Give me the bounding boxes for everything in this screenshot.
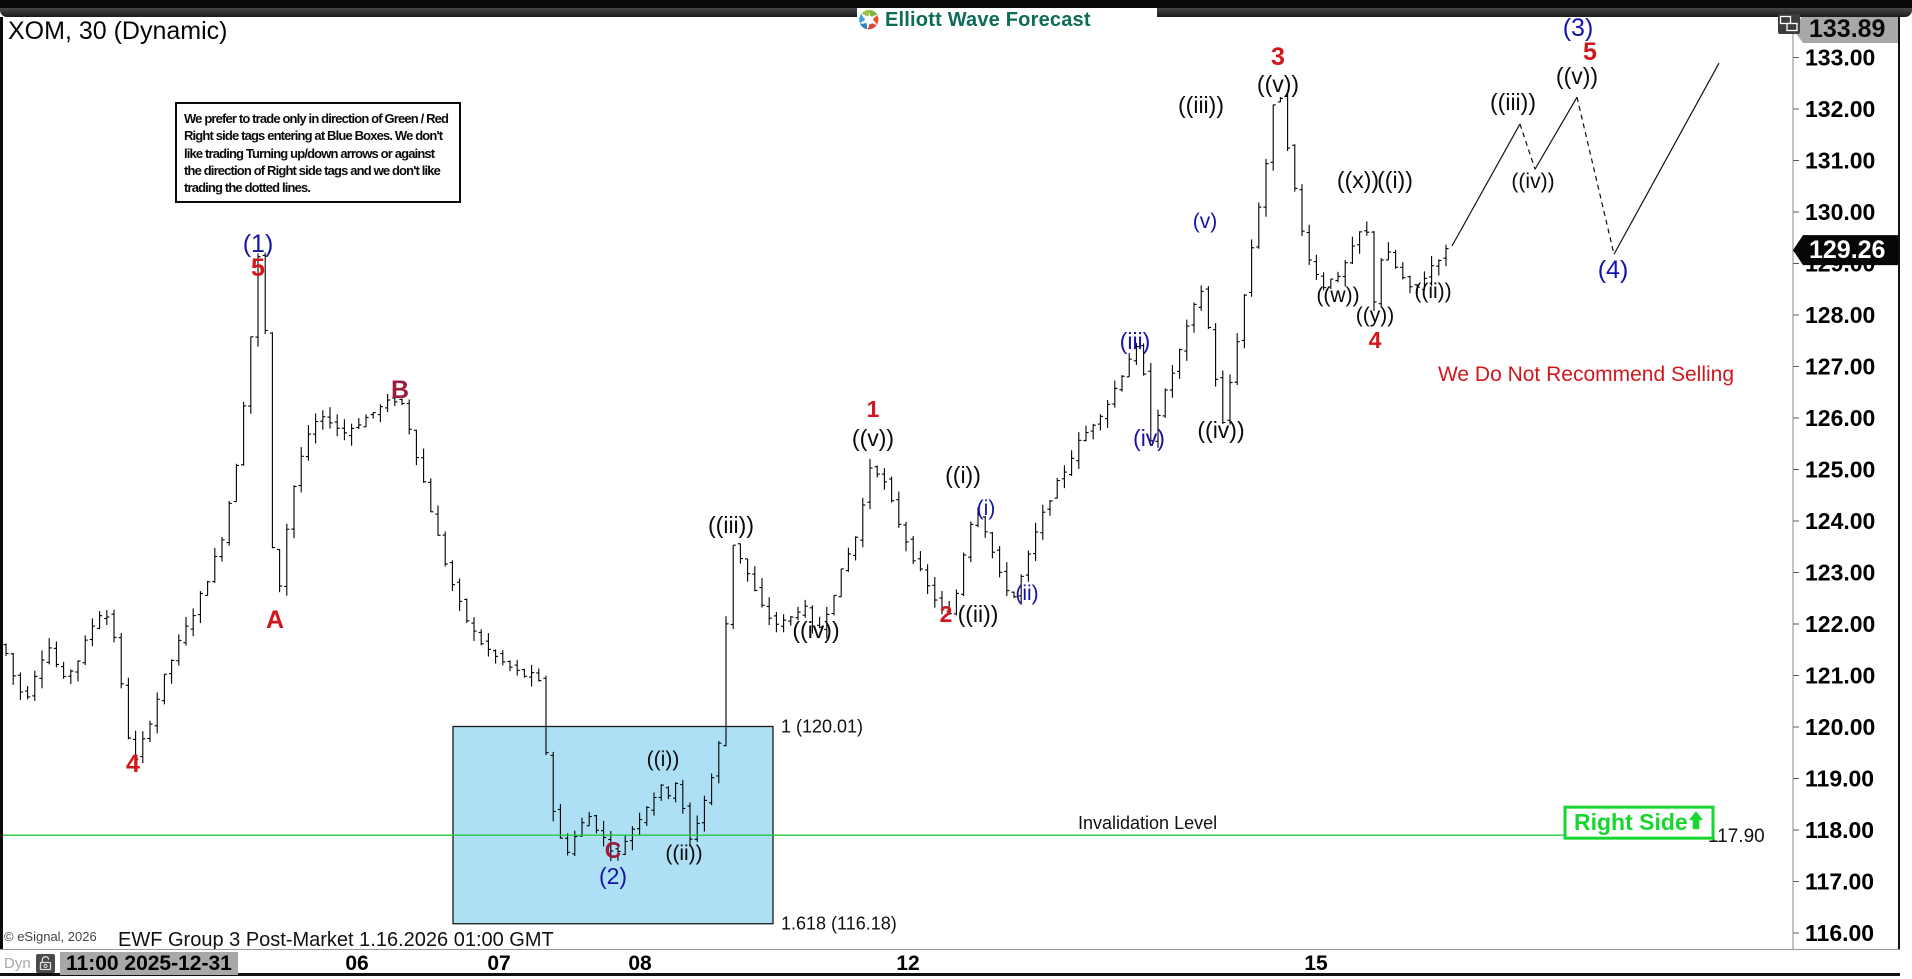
svg-text:128.00: 128.00 <box>1805 302 1875 328</box>
svg-text:4: 4 <box>1369 327 1382 353</box>
svg-text:((ii)): ((ii)) <box>665 842 702 865</box>
svg-text:Right Side: Right Side <box>1574 809 1688 835</box>
svg-text:((x)): ((x)) <box>1337 167 1379 193</box>
svg-text:(iv): (iv) <box>1133 425 1165 451</box>
svg-text:131.00: 131.00 <box>1805 148 1875 174</box>
svg-text:((i)): ((i)) <box>1377 167 1413 193</box>
svg-text:133.89: 133.89 <box>1809 17 1885 43</box>
svg-text:((iv)): ((iv)) <box>1197 417 1244 443</box>
svg-text:(i): (i) <box>977 497 996 520</box>
svg-text:5: 5 <box>1583 38 1597 66</box>
svg-text:123.00: 123.00 <box>1805 560 1875 586</box>
svg-text:130.00: 130.00 <box>1805 199 1875 225</box>
svg-text:1 (120.01): 1 (120.01) <box>781 716 863 736</box>
svg-text:((iii)): ((iii)) <box>1490 89 1536 115</box>
svg-text:((y)): ((y)) <box>1356 304 1394 327</box>
svg-text:((v)): ((v)) <box>852 425 894 451</box>
svg-text:((iv)): ((iv)) <box>1511 170 1554 193</box>
svg-text:((ii)): ((ii)) <box>958 601 999 627</box>
svg-text:(4): (4) <box>1598 256 1629 284</box>
svg-text:((i)): ((i)) <box>945 462 981 488</box>
svg-text:((iii)): ((iii)) <box>708 512 754 538</box>
svg-text:2: 2 <box>940 601 953 627</box>
svg-text:4: 4 <box>126 750 140 778</box>
svg-text:C: C <box>605 837 622 863</box>
svg-text:117.00: 117.00 <box>1805 869 1874 895</box>
svg-text:118.00: 118.00 <box>1805 817 1874 843</box>
svg-text:(iii): (iii) <box>1120 328 1151 354</box>
svg-text:5: 5 <box>251 254 265 282</box>
svg-text:((i)): ((i)) <box>647 748 680 771</box>
svg-text:122.00: 122.00 <box>1805 611 1875 637</box>
svg-text:((ii)): ((ii)) <box>1414 280 1451 303</box>
svg-text:(3): (3) <box>1563 17 1594 42</box>
svg-text:124.00: 124.00 <box>1805 508 1875 534</box>
svg-text:(ii): (ii) <box>1015 582 1038 605</box>
svg-text:A: A <box>266 606 284 634</box>
svg-text:((v)): ((v)) <box>1257 71 1299 97</box>
svg-text:B: B <box>391 376 409 404</box>
svg-text:We Do Not Recommend Selling: We Do Not Recommend Selling <box>1438 363 1734 386</box>
svg-text:1: 1 <box>867 396 880 422</box>
svg-text:117.90: 117.90 <box>1708 826 1765 847</box>
svg-text:(v): (v) <box>1193 210 1218 233</box>
svg-text:127.00: 127.00 <box>1805 354 1875 380</box>
svg-text:132.00: 132.00 <box>1805 96 1875 122</box>
svg-text:119.00: 119.00 <box>1805 766 1874 792</box>
svg-text:(2): (2) <box>599 863 627 889</box>
svg-text:((v)): ((v)) <box>1556 63 1598 89</box>
svg-text:((iii)): ((iii)) <box>1178 92 1224 118</box>
svg-text:Invalidation Level: Invalidation Level <box>1078 813 1217 833</box>
svg-text:3: 3 <box>1271 43 1285 71</box>
svg-text:((w)): ((w)) <box>1316 284 1359 307</box>
svg-text:125.00: 125.00 <box>1805 457 1875 483</box>
svg-text:((iv)): ((iv)) <box>792 617 839 643</box>
svg-text:129.26: 129.26 <box>1809 236 1885 264</box>
svg-text:133.00: 133.00 <box>1805 45 1875 71</box>
svg-text:126.00: 126.00 <box>1805 405 1875 431</box>
svg-text:121.00: 121.00 <box>1805 663 1875 689</box>
svg-text:120.00: 120.00 <box>1805 714 1875 740</box>
